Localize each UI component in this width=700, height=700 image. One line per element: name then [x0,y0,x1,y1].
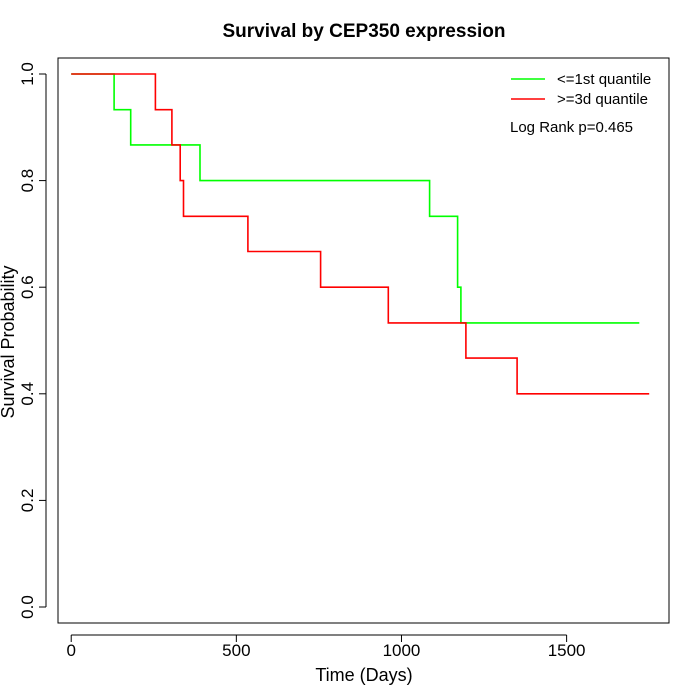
legend-label-1: <=1st quantile [557,71,651,88]
chart-title: Survival by CEP350 expression [222,21,505,42]
y-axis-label: Survival Probability [0,265,18,418]
y-tick-label: 0.6 [18,275,37,299]
x-tick-label: 0 [66,641,75,660]
y-tick-label: 0.4 [18,382,37,406]
x-axis-label: Time (Days) [315,665,412,685]
series-line-2 [71,73,650,395]
series-layer [71,73,650,395]
plot-frame [57,57,670,624]
x-tick-label: 1500 [548,641,586,660]
y-tick-label: 1.0 [18,62,37,86]
series-line-1 [71,73,640,324]
y-axis: 0.0 0.2 0.4 0.6 0.8 1.0 [18,62,47,619]
x-tick-label: 1000 [383,641,421,660]
x-axis: 0 500 1000 1500 [66,634,586,660]
legend: <=1st quantile >=3d quantile [511,71,651,108]
y-tick-label: 0.2 [18,489,37,513]
log-rank-annotation: Log Rank p=0.465 [510,119,633,136]
x-tick-label: 500 [222,641,250,660]
y-tick-label: 0.0 [18,595,37,619]
legend-label-2: >=3d quantile [557,91,648,108]
y-tick-label: 0.8 [18,169,37,193]
